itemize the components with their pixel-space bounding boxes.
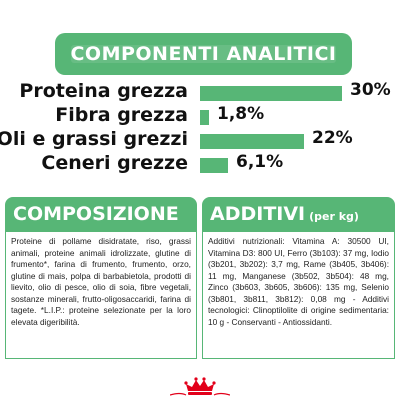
crown-icon — [170, 377, 230, 396]
composition-title: COMPOSIZIONE — [13, 203, 179, 225]
component-row-ash: Ceneri grezze 6,1% — [0, 152, 400, 178]
component-bar — [200, 86, 342, 101]
additives-header: ADDITIVI (per kg) — [202, 197, 395, 231]
component-row-protein: Proteina grezza 30% — [0, 80, 400, 106]
component-row-fat: Oli e grassi grezzi 22% — [0, 128, 400, 154]
component-value: 22% — [312, 128, 353, 148]
additives-unit: (per kg) — [309, 209, 359, 223]
additives-text: Additivi nutrizionali: Vitamina A: 30500… — [208, 236, 389, 327]
component-label: Proteina grezza — [19, 80, 188, 102]
component-bar — [200, 110, 209, 125]
component-bar — [200, 134, 304, 149]
component-row-fibre: Fibra grezza 1,8% — [0, 104, 400, 130]
component-value: 6,1% — [236, 152, 284, 172]
additives-title: ADDITIVI — [210, 203, 306, 225]
additives-box: Additivi nutrizionali: Vitamina A: 30500… — [202, 231, 395, 359]
component-bar — [200, 158, 228, 173]
component-label: Fibra grezza — [55, 104, 188, 126]
component-label: Oli e grassi grezzi — [0, 128, 188, 150]
composition-box: Proteine di pollame disidratate, riso, g… — [5, 231, 197, 359]
component-label: Ceneri grezze — [41, 152, 188, 174]
composition-text: Proteine di pollame disidratate, riso, g… — [11, 236, 191, 327]
analytic-components-banner: COMPONENTI ANALITICI — [55, 33, 352, 75]
component-value: 30% — [350, 80, 391, 100]
analytic-components-title: COMPONENTI ANALITICI — [70, 43, 337, 65]
composition-header: COMPOSIZIONE — [5, 197, 197, 231]
component-value: 1,8% — [217, 104, 265, 124]
